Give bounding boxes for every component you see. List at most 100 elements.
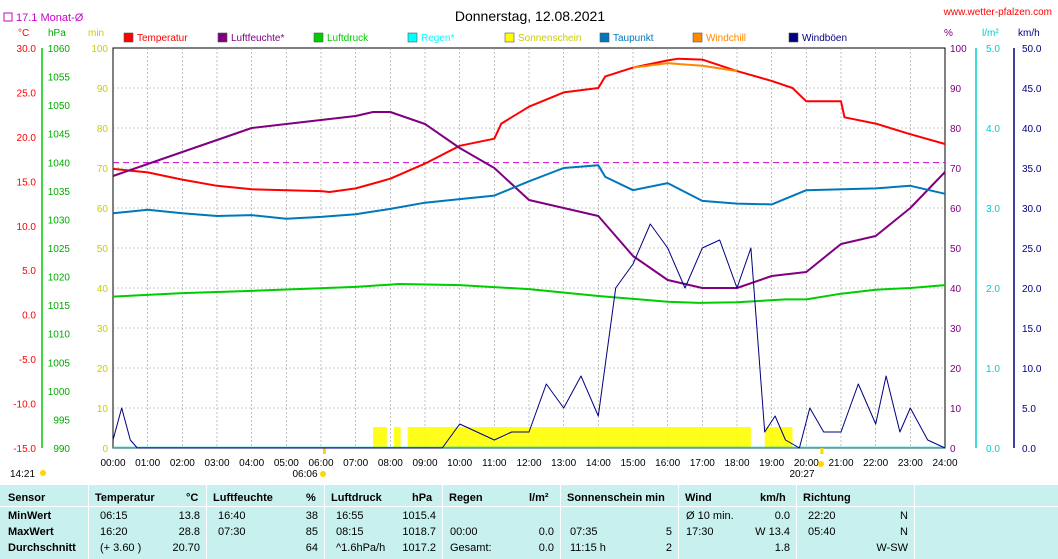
table-cell-dir_time: 05:40 [808,526,836,538]
table-cell-wind_val: W 13.4 [755,526,790,538]
sunrise-time: 06:06 [292,469,317,480]
series-taupunkt [112,164,946,220]
sunrise-icon [320,471,326,477]
hdr-hum-unit: % [306,492,316,504]
sunset-icon [818,461,824,467]
humidity-axis-tick-4: 60 [950,204,962,215]
humidity-axis-tick-10: 0 [950,444,956,455]
sun-unit: min [88,28,104,39]
temp-axis-tick-6: 0.0 [22,311,36,322]
table-cell-rain_time: Gesamt: [450,542,492,554]
wind-axis-tick-4: 30.0 [1022,204,1042,215]
pressure-axis-tick-6: 1030 [48,215,71,226]
x-tick-18: 18:00 [724,458,749,469]
x-tick-11: 11:00 [482,458,507,469]
rain-axis-tick-5: 0.0 [986,444,1000,455]
chart-title: Donnerstag, 12.08.2021 [455,8,605,24]
x-tick-17: 17:00 [690,458,715,469]
wind-axis-tick-6: 20.0 [1022,284,1042,295]
rain-axis-tick-0: 5.0 [986,44,1000,55]
sun-axis-tick-10: 0 [102,444,108,455]
x-tick-16: 16:00 [655,458,680,469]
table-cell-dir_val: N [900,510,908,522]
table-cell-wind_time: Ø 10 min. [686,510,734,522]
sun-axis-tick-7: 30 [97,324,109,335]
legend-swatch-1 [217,32,228,43]
sun-axis-tick-1: 90 [97,84,109,95]
humidity-axis-tick-5: 50 [950,244,962,255]
rain-axis-tick-3: 2.0 [986,284,1000,295]
series-luftfeuchte [112,111,946,289]
pressure-axis-tick-13: 995 [53,415,70,426]
humidity-axis-tick-3: 70 [950,164,962,175]
table-cell-press_val: 1017.2 [402,542,436,554]
hdr-temp: Temperatur [95,492,155,504]
temp-axis-tick-0: 30.0 [17,44,37,55]
sun-icon-left [40,470,46,476]
wind-axis-tick-7: 15.0 [1022,324,1042,335]
legend-swatch-7 [788,32,799,43]
x-tick-2: 02:00 [170,458,195,469]
table-cell-hum_val: 38 [305,510,318,522]
sun-axis-tick-2: 80 [97,124,109,135]
x-tick-9: 09:00 [412,458,437,469]
humidity-axis-tick-2: 80 [950,124,962,135]
humidity-axis-tick-7: 30 [950,324,962,335]
hdr-press-unit: hPa [412,492,433,504]
table-cell-rain_time: 00:00 [450,526,478,538]
series-windchill [632,62,738,73]
legend-label-1: Luftfeuchte* [231,33,284,44]
rain-axis-tick-4: 1.0 [986,364,1000,375]
table-cell-wind_val: 0.0 [774,510,790,522]
table-cell-sun_time: 07:35 [570,526,598,538]
rain-axis-tick-1: 4.0 [986,124,1000,135]
legend-label-7: Windböen [802,33,847,44]
pressure-axis-tick-7: 1025 [48,244,71,255]
table-cell-press_time: ^1.6hPa/h [336,542,386,554]
pressure-axis-tick-11: 1005 [48,358,71,369]
table-cell-label: MaxWert [8,526,54,538]
table-cell-press_val: 1018.7 [402,526,436,538]
wind-axis-tick-5: 25.0 [1022,244,1042,255]
pressure-axis-tick-8: 1020 [48,273,71,284]
x-tick-15: 15:00 [620,458,645,469]
hdr-temp-unit: °C [186,492,199,504]
sun-axis-tick-9: 10 [97,404,109,415]
humidity-axis-tick-6: 40 [950,284,962,295]
table-cell-hum_time: 07:30 [218,526,246,538]
legend-label-0: Temperatur [137,33,188,44]
sun-axis-tick-8: 20 [97,364,109,375]
table-cell-hum_time: 16:40 [218,510,246,522]
series-luftdruck [112,283,946,304]
wind-axis-tick-0: 50.0 [1022,44,1042,55]
x-tick-0: 00:00 [100,458,125,469]
x-tick-6: 06:00 [308,458,333,469]
pressure-unit: hPa [48,28,66,39]
table-cell-rain_val: 0.0 [538,542,554,554]
sunset-time: 20:27 [789,469,814,480]
legend-swatch-3 [407,32,418,43]
x-tick-7: 07:00 [343,458,368,469]
x-tick-19: 19:00 [759,458,784,469]
monthly-avg-label: 17.1 Monat-Ø [3,12,84,24]
pressure-axis-tick-10: 1010 [48,330,71,341]
hdr-press: Luftdruck [331,492,382,504]
rain-unit: l/m² [982,28,999,39]
legend-swatch-0 [123,32,134,43]
pressure-axis-tick-9: 1015 [48,301,71,312]
table-cell-dir_val: N [900,526,908,538]
humidity-axis-tick-1: 90 [950,84,962,95]
hdr-sun: Sonnenschein min [567,492,665,504]
table-cell-temp_val: 28.8 [178,526,200,538]
x-tick-14: 14:00 [586,458,611,469]
site-link[interactable]: www.wetter-pfalzen.com [943,7,1052,18]
wind-axis-tick-2: 40.0 [1022,124,1042,135]
sun-axis-tick-3: 70 [97,164,109,175]
legend-label-5: Taupunkt [613,33,654,44]
humidity-axis-tick-8: 20 [950,364,962,375]
pressure-axis-tick-2: 1050 [48,101,71,112]
table-cell-temp_val: 20.70 [172,542,200,554]
wind-axis-tick-9: 5.0 [1022,404,1036,415]
x-tick-23: 23:00 [898,458,923,469]
x-tick-1: 01:00 [135,458,160,469]
